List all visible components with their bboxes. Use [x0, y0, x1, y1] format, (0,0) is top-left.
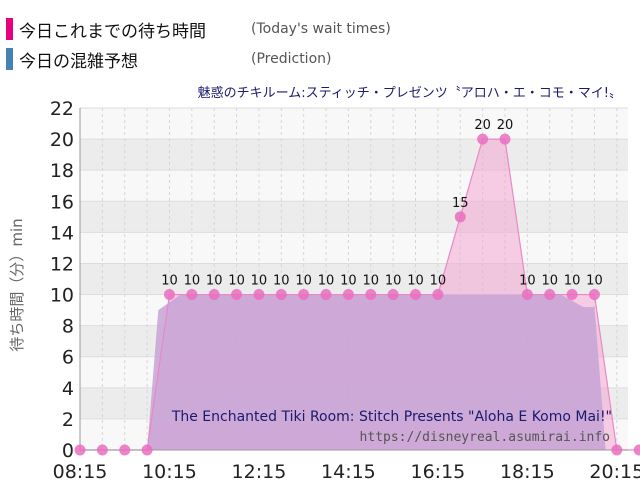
y-tick-label: 14 [50, 222, 74, 244]
data-point [588, 289, 600, 301]
watermark: https://disneyreal.asumirai.info [360, 430, 610, 445]
data-label: 10 [273, 274, 290, 289]
y-tick-label: 2 [62, 409, 74, 431]
legend: 今日これまでの待ち時間 (Today's wait times) 今日の混雑予想… [0, 0, 640, 80]
data-label: 10 [586, 274, 603, 289]
x-tick-label: 12:15 [232, 461, 287, 483]
y-tick-label: 12 [50, 253, 74, 275]
data-point [633, 444, 640, 456]
data-point [365, 289, 377, 301]
legend-item-prediction[interactable]: 今日の混雑予想 (Prediction) [6, 46, 331, 72]
data-point [477, 133, 489, 145]
x-tick-label: 20:15 [589, 461, 640, 483]
data-label: 10 [318, 274, 335, 289]
x-tick-label: 18:15 [500, 461, 555, 483]
y-tick-label: 10 [50, 285, 74, 307]
y-tick-label: 8 [62, 316, 74, 338]
data-point [275, 289, 287, 301]
legend-prediction-label: 今日の混雑予想 [19, 51, 138, 72]
data-point [163, 289, 175, 301]
data-label: 10 [206, 274, 223, 289]
data-label: 10 [519, 274, 536, 289]
prediction-color-swatch [6, 48, 13, 70]
data-point [320, 289, 332, 301]
data-point [141, 444, 153, 456]
data-point [499, 133, 511, 145]
prediction-area [147, 294, 606, 450]
y-tick-label: 22 [50, 98, 74, 120]
x-tick-label: 08:15 [53, 461, 108, 483]
data-point [544, 289, 556, 301]
data-label: 20 [497, 118, 514, 133]
x-tick-label: 10:15 [142, 461, 197, 483]
data-label: 10 [228, 274, 245, 289]
data-label: 10 [340, 274, 357, 289]
legend-actual-label: 今日これまでの待ち時間 [19, 21, 206, 42]
data-label: 10 [541, 274, 558, 289]
data-point [96, 444, 108, 456]
data-label: 10 [564, 274, 581, 289]
data-point [208, 289, 220, 301]
y-tick-label: 0 [62, 440, 74, 462]
data-label: 10 [161, 274, 178, 289]
data-point [231, 289, 243, 301]
y-tick-label: 20 [50, 129, 74, 151]
data-point [611, 444, 623, 456]
data-label: 10 [295, 274, 312, 289]
y-tick-label: 18 [50, 160, 74, 182]
data-point [521, 289, 533, 301]
data-point [186, 289, 198, 301]
legend-prediction-sub: (Prediction) [251, 51, 332, 67]
x-tick-label: 14:15 [321, 461, 376, 483]
data-point [566, 289, 578, 301]
grid-band [80, 139, 628, 171]
data-label: 10 [251, 274, 268, 289]
data-label: 10 [385, 274, 402, 289]
y-tick-label: 6 [62, 347, 74, 369]
data-label: 10 [430, 274, 447, 289]
y-axis-label: 待ち時間（分）min [8, 218, 26, 351]
data-point [387, 289, 399, 301]
legend-item-actual[interactable]: 今日これまでの待ち時間 (Today's wait times) [6, 16, 391, 42]
data-point [119, 444, 131, 456]
chart-subtitle: The Enchanted Tiki Room: Stitch Presents… [171, 409, 612, 425]
data-point [432, 289, 444, 301]
legend-actual-sub: (Today's wait times) [251, 21, 391, 37]
data-label: 10 [407, 274, 424, 289]
data-label: 15 [452, 196, 469, 211]
chart-title: 魅惑のチキルーム:スティッチ・プレゼンツ〝アロハ・エ・コモ・マイ!〟 [198, 85, 622, 101]
data-point [74, 444, 86, 456]
data-label: 10 [184, 274, 201, 289]
data-label: 20 [474, 118, 491, 133]
grid-band [80, 201, 628, 233]
data-point [298, 289, 310, 301]
data-point [342, 289, 354, 301]
data-point [253, 289, 265, 301]
y-tick-label: 16 [50, 191, 74, 213]
y-tick-label: 4 [62, 378, 74, 400]
data-label: 10 [363, 274, 380, 289]
data-point [454, 211, 466, 223]
x-tick-label: 16:15 [410, 461, 465, 483]
grid-band [80, 263, 628, 295]
actual-color-swatch [6, 18, 13, 40]
data-point [410, 289, 422, 301]
